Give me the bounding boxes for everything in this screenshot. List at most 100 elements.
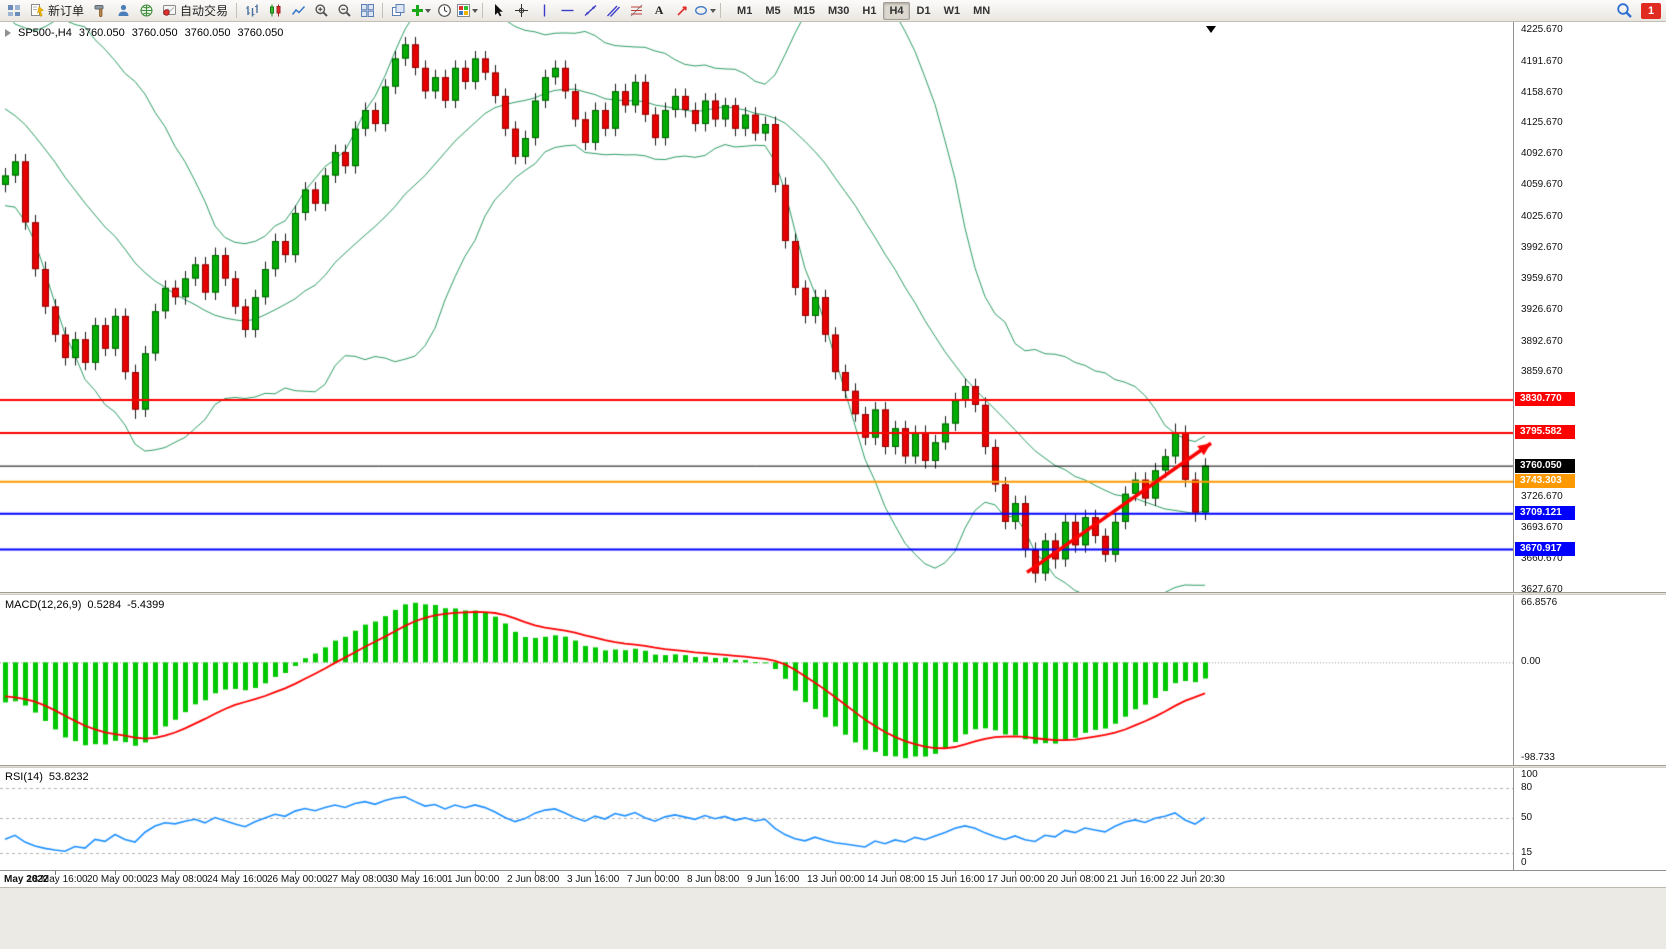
- time-axis-tick: [715, 871, 716, 875]
- time-axis-label: 14 Jun 08:00: [867, 874, 925, 885]
- time-axis-tick: [535, 871, 536, 875]
- autotrade-button[interactable]: 自动交易: [158, 1, 232, 21]
- time-axis-tick: [835, 871, 836, 875]
- time-axis-label: 15 Jun 16:00: [927, 874, 985, 885]
- toolbar-separator: [720, 3, 722, 18]
- text-icon: A: [654, 3, 664, 17]
- candlestick-icon: [269, 4, 281, 17]
- vertical-line-tool-button[interactable]: [533, 1, 555, 21]
- price-axis-tick: 4225.670: [1521, 23, 1563, 35]
- toolbar-right: 1: [1613, 1, 1663, 21]
- chart-shift-marker[interactable]: [1206, 26, 1216, 33]
- price-axis-tick: 3859.670: [1521, 366, 1563, 378]
- time-axis-label: 26 May 00:00: [267, 874, 328, 885]
- templates-button[interactable]: [456, 1, 479, 21]
- price-tag[interactable]: 3670.917: [1515, 542, 1575, 557]
- time-axis-label: 21 Jun 16:00: [1107, 874, 1165, 885]
- timeframe-mn[interactable]: MN: [973, 4, 991, 17]
- time-axis-label: 20 May 00:00: [87, 874, 148, 885]
- timeframe-m30[interactable]: M30: [828, 4, 850, 17]
- timeframe-m5[interactable]: M5: [765, 4, 781, 17]
- periodicity-button[interactable]: [433, 1, 455, 21]
- time-axis-tick: [895, 871, 896, 875]
- notification-badge[interactable]: 1: [1641, 2, 1661, 19]
- new-order-button[interactable]: 新订单: [26, 1, 88, 21]
- market-watch-button[interactable]: [135, 1, 157, 21]
- profiles-button[interactable]: [112, 1, 134, 21]
- horizontal-line-tool-button[interactable]: [556, 1, 578, 21]
- toolbar-separator: [482, 3, 484, 18]
- fibonacci-tool-button[interactable]: [625, 1, 647, 21]
- time-axis-label: 20 Jun 08:00: [1047, 874, 1105, 885]
- timeframe-h4[interactable]: H4: [883, 1, 910, 20]
- app-menu-button[interactable]: [3, 1, 25, 21]
- plus-icon: [412, 5, 424, 16]
- timeframe-m15[interactable]: M15: [793, 4, 815, 17]
- timeframe-h1[interactable]: H1: [862, 4, 877, 17]
- timeframe-m1[interactable]: M1: [737, 4, 753, 17]
- zoom-in-button[interactable]: [310, 1, 332, 21]
- app-grid-icon: [7, 5, 20, 16]
- tile-windows-button[interactable]: [356, 1, 378, 21]
- search-button[interactable]: [1613, 1, 1635, 21]
- price-tag[interactable]: 3830.770: [1515, 392, 1575, 407]
- time-axis-tick: [655, 871, 656, 875]
- rsi-axis-label: 100: [1521, 769, 1538, 780]
- macd-main-value: 0.5284: [87, 599, 122, 611]
- one-click-trading-toggle[interactable]: [5, 29, 11, 37]
- new-order-label: 新订单: [48, 4, 85, 18]
- tools-button[interactable]: [89, 1, 111, 21]
- rsi-canvas[interactable]: [0, 768, 1513, 868]
- autotrade-label: 自动交易: [180, 4, 229, 18]
- zoom-out-button[interactable]: [333, 1, 355, 21]
- macd-signal-value: -5.4399: [127, 599, 165, 611]
- crosshair-icon: [514, 4, 528, 17]
- zoom-in-icon: [314, 4, 328, 17]
- rsi-axis-label: 80: [1521, 782, 1533, 793]
- time-axis-label: 8 Jun 08:00: [687, 874, 740, 885]
- cascade-windows-icon: [391, 4, 405, 16]
- timeframe-d1[interactable]: D1: [916, 4, 931, 17]
- main-chart-canvas[interactable]: [0, 22, 1513, 593]
- text-tool-button[interactable]: A: [648, 1, 670, 21]
- time-axis-label: 13 Jun 00:00: [807, 874, 865, 885]
- price-axis-tick: 3992.670: [1521, 241, 1563, 253]
- time-axis-label: 30 May 16:00: [387, 874, 448, 885]
- macd-axis-label: 66.8576: [1521, 596, 1558, 608]
- timeframe-w1[interactable]: W1: [943, 4, 961, 17]
- price-axis-tick: 4092.670: [1521, 148, 1563, 160]
- price-tag[interactable]: 3743.303: [1515, 474, 1575, 489]
- macd-name: MACD(12,26,9): [5, 599, 82, 611]
- time-axis-tick: [1075, 871, 1076, 875]
- zoom-out-icon: [337, 4, 351, 17]
- price-axis[interactable]: 66.8576 0.00 -98.733 100 80 50 15 0 4225.670 4191…: [1513, 22, 1666, 870]
- time-axis[interactable]: May 2022 18 May 16:00 20 May 00:00 23 May 0…: [0, 870, 1666, 887]
- add-indicator-button[interactable]: [410, 1, 432, 21]
- shapes-tool-button[interactable]: [694, 1, 717, 21]
- price-tag[interactable]: 3760.050: [1515, 458, 1575, 473]
- price-axis-tick: 3959.670: [1521, 272, 1563, 284]
- time-axis-label: May 2022: [4, 874, 49, 885]
- crosshair-tool-button[interactable]: [510, 1, 532, 21]
- cascade-windows-button[interactable]: [387, 1, 409, 21]
- price-axis-tick: 3693.670: [1521, 521, 1563, 533]
- macd-canvas[interactable]: [0, 595, 1513, 766]
- channel-icon: [606, 5, 620, 17]
- price-axis-tick: 4191.670: [1521, 55, 1563, 67]
- price-tag[interactable]: 3709.121: [1515, 506, 1575, 521]
- time-axis-tick: [475, 871, 476, 875]
- line-chart-mode-button[interactable]: [287, 1, 309, 21]
- panel-splitter-macd[interactable]: [0, 592, 1666, 595]
- arrow-tool-button[interactable]: [671, 1, 693, 21]
- channel-tool-button[interactable]: [602, 1, 624, 21]
- trendline-tool-button[interactable]: [579, 1, 601, 21]
- trendline-icon: [584, 4, 597, 17]
- panel-splitter-rsi[interactable]: [0, 765, 1666, 768]
- time-axis-label: 17 Jun 00:00: [987, 874, 1045, 885]
- time-axis-tick: [1135, 871, 1136, 875]
- bar-chart-mode-button[interactable]: [241, 1, 263, 21]
- rsi-indicator-label: RSI(14) 53.8232: [5, 771, 89, 783]
- cursor-tool-button[interactable]: [487, 1, 509, 21]
- candle-chart-mode-button[interactable]: [264, 1, 286, 21]
- price-tag[interactable]: 3795.582: [1515, 425, 1575, 440]
